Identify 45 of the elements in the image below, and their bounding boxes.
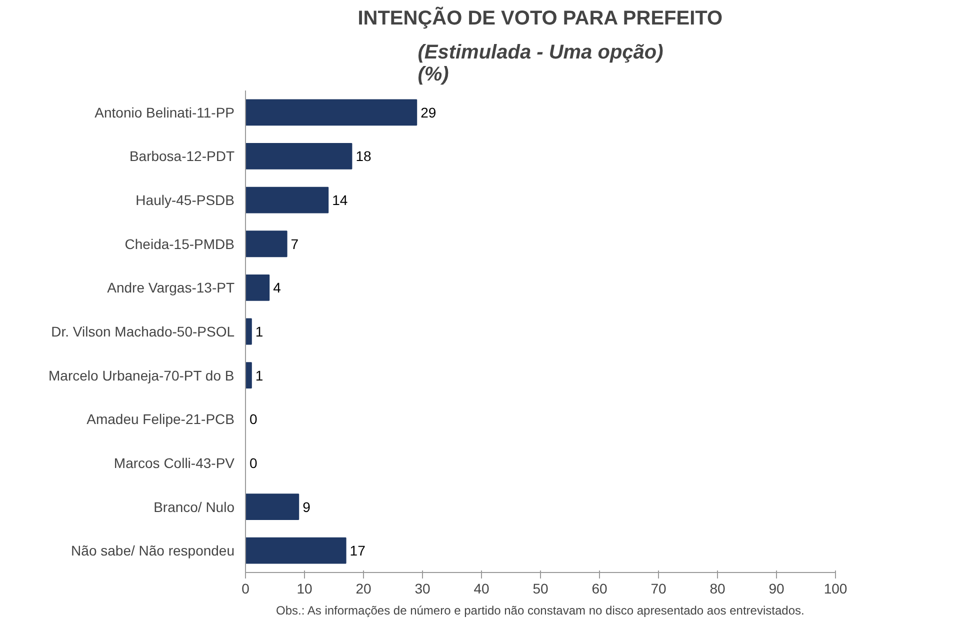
data-label: 9 (302, 498, 311, 515)
data-label: 4 (273, 280, 282, 296)
y-tick-label: Não sabe/ Não respondeu (71, 542, 235, 559)
x-tick-label: 0 (242, 580, 250, 596)
bar (246, 99, 418, 126)
x-tick-label: 70 (650, 580, 666, 596)
bar (246, 143, 352, 170)
bar (246, 362, 252, 389)
y-tick-label: Dr. Vilson Machado-50-PSOL (51, 324, 235, 340)
bar (246, 494, 300, 520)
data-label: 18 (356, 148, 372, 164)
bar (246, 537, 346, 564)
data-label: 0 (250, 411, 258, 428)
x-tick-label: 50 (532, 580, 548, 596)
x-tick-label: 20 (356, 580, 372, 596)
y-tick-label: Branco/ Nulo (154, 498, 235, 515)
x-tick-label: 80 (710, 580, 726, 596)
data-label: 17 (350, 542, 366, 559)
bar (246, 318, 252, 345)
y-tick-label: Marcelo Urbaneja-70-PT do B (48, 367, 234, 384)
bar (246, 230, 288, 258)
x-tick-label: 60 (592, 580, 608, 596)
data-label: 1 (255, 367, 264, 384)
y-tick-label: Cheida-15-PMDB (124, 236, 235, 252)
x-tick-label: 10 (296, 580, 312, 596)
data-label: 29 (420, 104, 436, 120)
x-tick-label: 90 (768, 580, 784, 596)
x-tick-label: 40 (474, 580, 490, 596)
y-tick-label: Hauly-45-PSDB (136, 192, 235, 208)
y-tick-label: Marcos Colli-43-PV (114, 454, 236, 471)
bar (246, 186, 329, 214)
bar (246, 274, 270, 301)
x-tick-label: 100 (824, 580, 848, 596)
y-tick-label: Amadeu Felipe-21-PCB (86, 411, 235, 428)
data-label: 0 (250, 454, 258, 471)
chart-subtitle: (Estimulada - Uma opção) (%) (418, 42, 664, 86)
y-tick-label: Andre Vargas-13-PT (107, 280, 235, 296)
data-label: 14 (332, 192, 348, 208)
text: Obs.: As informações de número e partido não constavam no disco apresentado aos entrevistados. (276, 604, 804, 618)
y-tick-label: Antonio Belinati-11-PP (94, 104, 235, 120)
y-tick-label: Barbosa-12-PDT (129, 148, 235, 164)
data-label: 1 (255, 324, 264, 340)
data-label: 7 (290, 236, 299, 252)
x-tick-label: 30 (414, 580, 430, 596)
chart-title: INTENÇÃO DE VOTO PARA PREFEITO (358, 6, 723, 30)
